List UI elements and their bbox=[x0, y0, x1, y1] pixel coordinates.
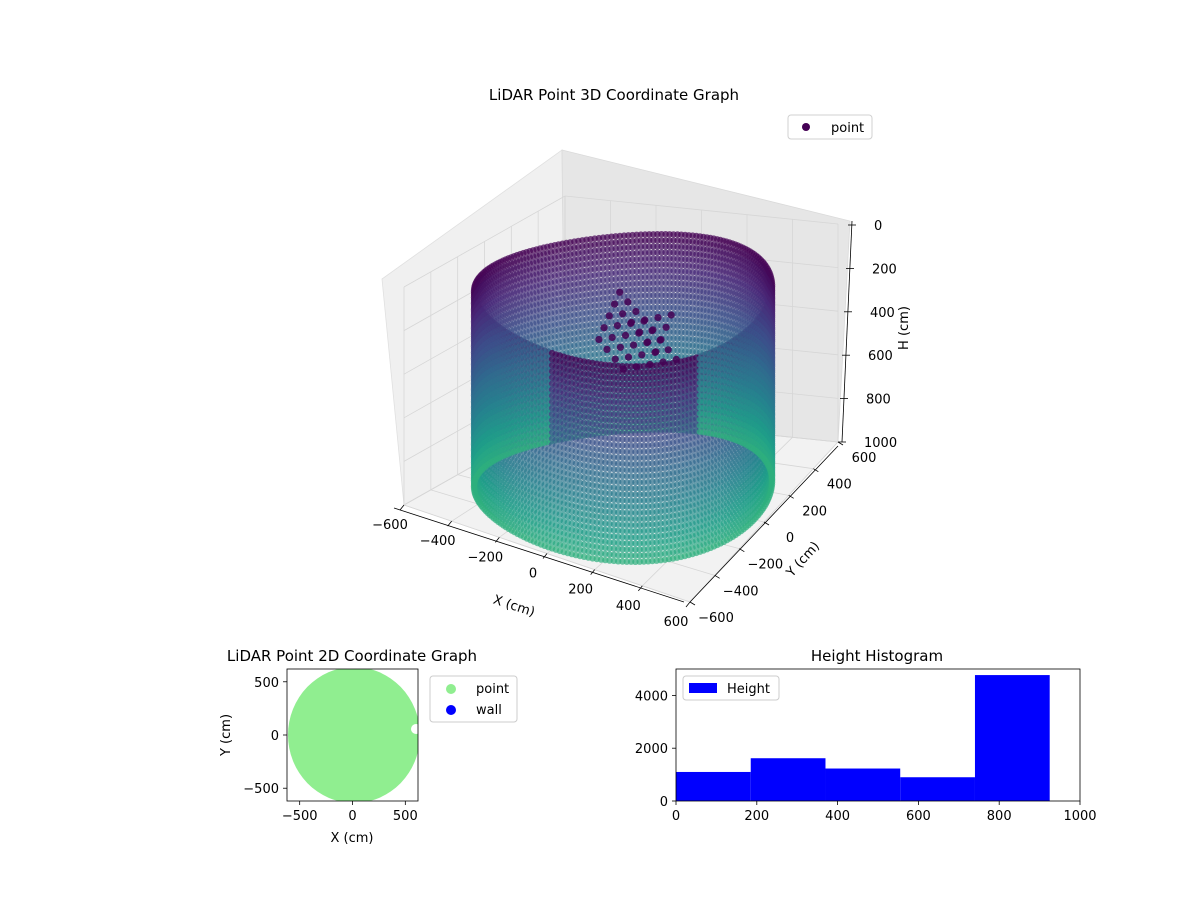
point-3d bbox=[696, 300, 704, 307]
point-3d bbox=[696, 294, 704, 301]
points-3d bbox=[470, 231, 776, 565]
point-3d bbox=[696, 233, 704, 240]
point-3d bbox=[696, 251, 704, 258]
chart-3d: LiDAR Point 3D Coordinate Graph −600−400… bbox=[372, 86, 912, 630]
grid-line-z bbox=[403, 195, 566, 288]
point-3d bbox=[696, 288, 704, 295]
grid-line-z bbox=[564, 195, 839, 225]
point-3d bbox=[696, 282, 704, 289]
chart3d-title: LiDAR Point 3D Coordinate Graph bbox=[489, 86, 739, 104]
point-3d bbox=[696, 245, 704, 252]
point-3d bbox=[696, 257, 704, 264]
point-3d bbox=[696, 239, 704, 246]
point-3d bbox=[696, 269, 704, 277]
point-3d bbox=[696, 263, 704, 271]
point-3d bbox=[696, 275, 704, 283]
